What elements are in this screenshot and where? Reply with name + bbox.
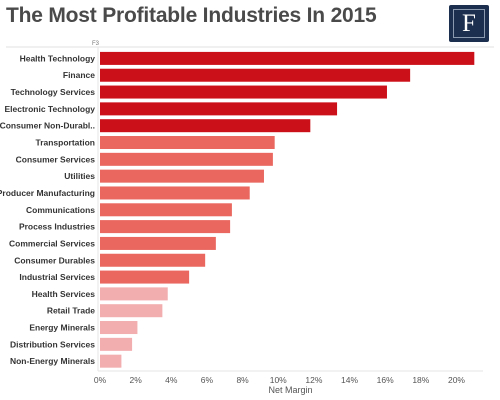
category-label: Health Technology — [20, 53, 96, 63]
x-tick-label: 18% — [412, 375, 429, 385]
category-label: Utilities — [64, 171, 95, 181]
category-label: Process Industries — [19, 222, 95, 232]
category-label: Non-Energy Minerals — [10, 356, 95, 366]
category-label: Consumer Durables — [14, 255, 95, 265]
x-tick-label: 14% — [341, 375, 358, 385]
chart-title: The Most Profitable Industries In 2015 — [6, 4, 377, 27]
category-label: Communications — [26, 205, 95, 215]
category-label: Consumer Non-Durabl.. — [0, 121, 95, 131]
x-tick-label: 6% — [201, 375, 214, 385]
bar-transportation — [100, 136, 275, 150]
logo-letter: F — [453, 9, 485, 38]
bar-consumer-durables — [100, 253, 206, 267]
bar-health-technology — [100, 51, 475, 65]
category-label: Consumer Services — [16, 154, 96, 164]
bar-electronic-technology — [100, 102, 338, 116]
category-label: Producer Manufacturing — [0, 188, 95, 198]
bar-retail-trade — [100, 304, 163, 318]
bar-commercial-services — [100, 236, 216, 250]
x-tick-label: 8% — [236, 375, 249, 385]
bar-utilities — [100, 169, 264, 183]
bar-non-energy-minerals — [100, 354, 122, 368]
category-label: Distribution Services — [10, 339, 95, 349]
bar-energy-minerals — [100, 321, 138, 335]
category-label: Electronic Technology — [4, 104, 95, 114]
category-label: Finance — [63, 70, 95, 80]
bar-distribution-services — [100, 337, 133, 351]
bar-industrial-services — [100, 270, 190, 284]
category-label: Energy Minerals — [29, 323, 95, 333]
x-tick-label: 4% — [165, 375, 178, 385]
x-tick-label: 12% — [305, 375, 322, 385]
x-axis-label: Net Margin — [268, 385, 313, 395]
x-tick-label: 20% — [448, 375, 465, 385]
category-label: Industrial Services — [19, 272, 95, 282]
x-tick-label: 0% — [94, 375, 107, 385]
category-label: Health Services — [32, 289, 96, 299]
bar-producer-manufacturing — [100, 186, 250, 200]
bar-health-services — [100, 287, 168, 301]
axis-tag: F3 — [92, 41, 100, 47]
x-tick-label: 2% — [130, 375, 143, 385]
bar-consumer-non-durabl — [100, 119, 311, 133]
bar-finance — [100, 68, 411, 82]
category-label: Commercial Services — [9, 238, 95, 248]
forbes-logo: F — [449, 5, 489, 42]
category-label: Transportation — [35, 138, 95, 148]
x-tick-label: 10% — [270, 375, 287, 385]
bar-consumer-services — [100, 152, 273, 166]
bar-technology-services — [100, 85, 387, 99]
bar-process-industries — [100, 220, 231, 234]
bar-communications — [100, 203, 232, 217]
category-label: Technology Services — [11, 87, 96, 97]
x-tick-label: 16% — [377, 375, 394, 385]
category-label: Retail Trade — [47, 306, 95, 316]
